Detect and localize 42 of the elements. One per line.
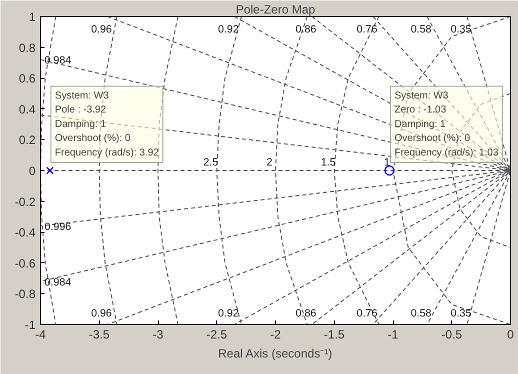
y-tick-label: -0.6 (14, 256, 36, 270)
y-tick-label: -0.8 (14, 287, 36, 302)
chart-title: Pole-Zero Map (236, 2, 316, 16)
series-label: 1 (384, 156, 390, 168)
text: 0.35 (450, 24, 472, 36)
x-tick-label: -3.5 (88, 328, 110, 342)
y-tick-label: 0.4 (18, 102, 36, 116)
y-tick-label: 0.2 (18, 133, 36, 148)
series-label: 1.5 (320, 156, 336, 168)
series-label: 0.35 (450, 308, 472, 320)
x-tick-label: 0 (507, 328, 514, 342)
series-label: 0.76 (356, 308, 378, 320)
annotation: System: W3 Zero : -1.03 Damping: 1 Overshoot (%): 0 Frequency (rad/s): 1.03 (394, 90, 499, 158)
x-tick-label: -3 (152, 328, 164, 342)
series-label: 0.86 (296, 308, 316, 320)
y-tick-label: -1 (24, 318, 36, 332)
series-label: 2 (266, 156, 273, 168)
annotation: System: W3 Pole : -3.92 Damping: 1 Overshoot (%): 0 Frequency (rad/s): 3.92 (54, 90, 160, 158)
x-tick-label: -0.5 (441, 328, 462, 342)
y-tick-label: 0.8 (18, 40, 36, 55)
series-label: 0.58 (410, 24, 432, 36)
text: 0.96 (91, 24, 112, 36)
y-tick-label: 0 (28, 164, 36, 178)
x-axis-title: Real Axis (seconds⁻¹) (218, 346, 332, 360)
text: 0.58 (410, 308, 432, 320)
text: 0.76 (356, 24, 378, 36)
text: 0.984 (44, 276, 72, 288)
text: 0.86 (296, 24, 316, 36)
x-tick-label: -1 (388, 328, 399, 342)
annotation: 0.996 (44, 220, 72, 233)
series-label: 2.5 (203, 156, 218, 168)
y-tick-label: 1 (28, 10, 36, 24)
text: 0.92 (218, 24, 239, 36)
x-tick-label: -2 (270, 328, 282, 342)
series-label: 0.96 (91, 308, 112, 320)
y-tick-label: -0.4 (14, 226, 36, 240)
series-label: 0.92 (218, 308, 239, 320)
y-tick-label: -0.2 (14, 194, 36, 209)
x-tick-label: -4 (35, 328, 46, 342)
y-tick-label: 0.6 (18, 72, 36, 86)
x-tick-label: -2.5 (206, 328, 228, 342)
x-tick-label: -1.5 (324, 328, 345, 342)
